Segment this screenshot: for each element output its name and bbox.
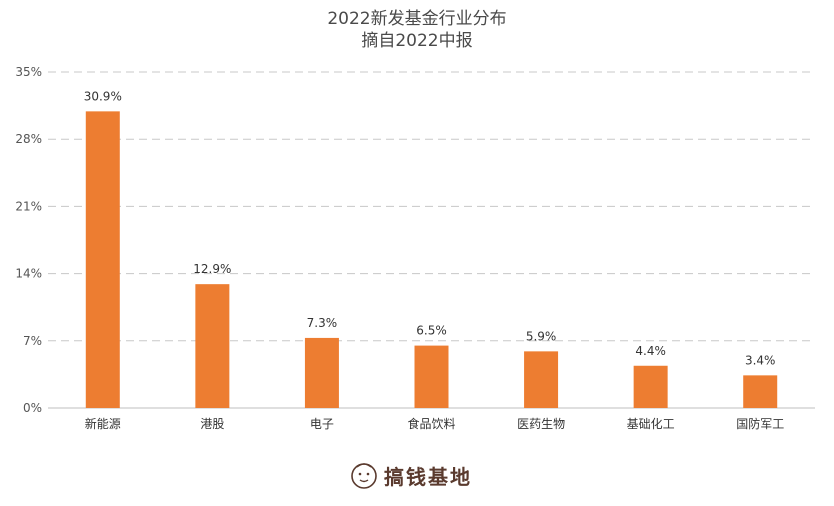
y-tick-label: 0% bbox=[23, 401, 42, 415]
y-tick-label: 21% bbox=[15, 199, 42, 213]
data-label: 3.4% bbox=[745, 353, 776, 367]
chart-subtitle: 摘自2022中报 bbox=[361, 31, 472, 51]
bar bbox=[304, 337, 339, 408]
y-tick-label: 7% bbox=[23, 334, 42, 348]
watermark: 搞钱基地 bbox=[351, 463, 472, 489]
data-label: 4.4% bbox=[635, 344, 666, 358]
y-tick-label: 14% bbox=[15, 267, 42, 281]
x-category-label: 食品饮料 bbox=[407, 416, 455, 431]
grid-lines bbox=[48, 71, 815, 409]
bar bbox=[414, 345, 449, 408]
x-category-label: 国防军工 bbox=[736, 416, 784, 431]
face-logo-icon bbox=[351, 463, 377, 489]
x-category-label: 基础化工 bbox=[627, 417, 675, 431]
watermark-text: 搞钱基地 bbox=[384, 465, 472, 489]
data-label: 12.9% bbox=[193, 262, 231, 276]
x-category-label: 港股 bbox=[200, 417, 224, 431]
y-tick-label: 35% bbox=[15, 65, 42, 79]
y-tick-label: 28% bbox=[15, 132, 42, 146]
data-label: 7.3% bbox=[307, 316, 338, 330]
bar bbox=[633, 365, 668, 408]
bar bbox=[85, 111, 120, 409]
y-axis-ticks: 0% 7% 14% 21% 28% 35% bbox=[15, 65, 42, 415]
bar bbox=[195, 284, 230, 408]
x-category-label: 医药生物 bbox=[517, 417, 565, 431]
bar bbox=[524, 351, 559, 408]
x-category-label: 电子 bbox=[310, 417, 334, 431]
x-category-label: 新能源 bbox=[85, 416, 121, 431]
bar bbox=[743, 375, 778, 408]
data-label: 30.9% bbox=[84, 89, 122, 103]
data-labels: 30.9% 12.9% 7.3% 6.5% 5.9% 4.4% 3.4% bbox=[84, 89, 776, 367]
bars bbox=[85, 111, 778, 409]
x-axis-categories: 新能源 港股 电子 食品饮料 医药生物 基础化工 国防军工 bbox=[85, 416, 784, 431]
data-label: 5.9% bbox=[526, 329, 557, 343]
chart-title: 2022新发基金行业分布 bbox=[327, 9, 506, 29]
data-label: 6.5% bbox=[416, 324, 447, 338]
